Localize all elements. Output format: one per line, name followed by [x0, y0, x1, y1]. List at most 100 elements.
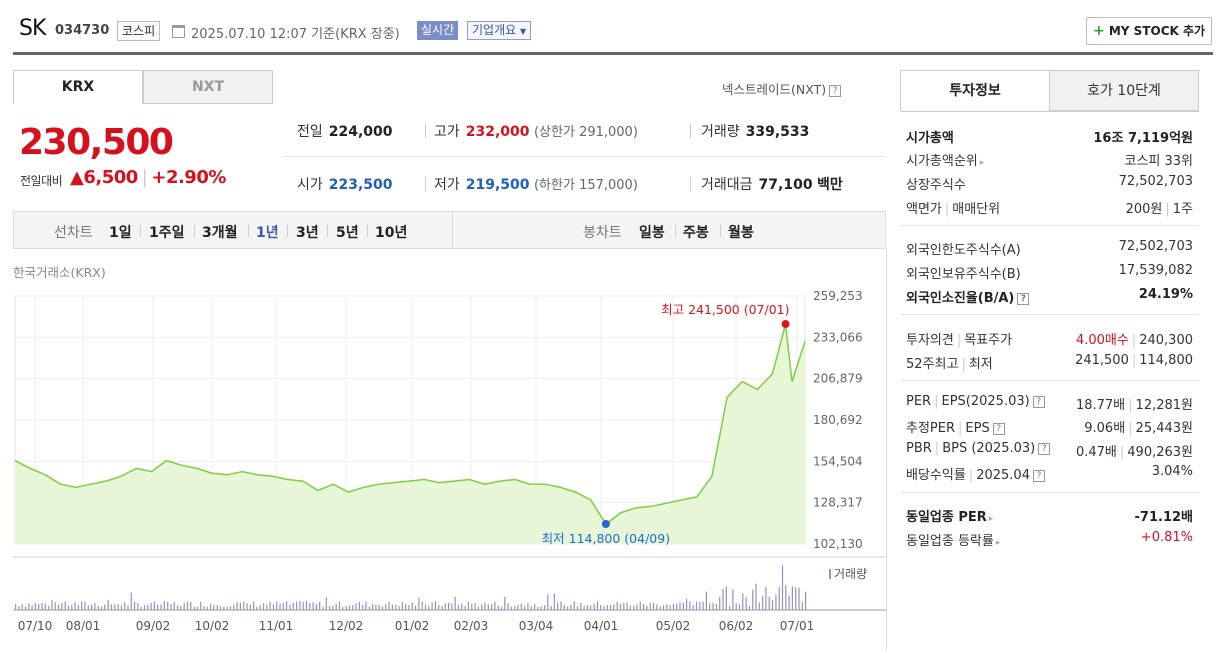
volume-bar — [742, 593, 744, 610]
volume-bar — [487, 604, 489, 610]
help-icon[interactable]: ? — [1032, 395, 1045, 408]
volume-bar — [243, 601, 245, 610]
tab-orderbook-10[interactable]: 호가 10단계 — [1049, 70, 1199, 111]
volume-bar — [481, 604, 483, 610]
range-1w[interactable]: 1주일 — [149, 225, 185, 241]
stat-high: 고가 232,000 (상한가 291,000) — [434, 124, 638, 140]
stat-low: 저가 219,500 (하한가 157,000) — [434, 177, 638, 193]
volume-bar — [540, 606, 542, 610]
range-1y[interactable]: 1년 — [256, 225, 279, 241]
volume-bar — [461, 603, 463, 610]
volume-bar — [87, 605, 89, 610]
volume-bar — [18, 606, 20, 610]
volume-bar — [352, 605, 354, 610]
x-tick-label: 09/02 — [136, 619, 171, 633]
volume-bar — [613, 604, 615, 610]
chevron-right-icon: ▸ — [979, 158, 985, 168]
volume-bar — [652, 602, 655, 610]
row-pbr-bps: PBR | BPS (2025.03)? 0.47배 | 490,263원 — [906, 441, 1193, 460]
volume-bar — [752, 589, 754, 610]
chart-period-bar: 선차트 1일 1주일 3개월 1년 3년 5년 10년 봉차트 일봉 주봉 월봉 — [13, 211, 886, 249]
volume-bar — [157, 604, 159, 610]
y-tick-label: 180,692 — [813, 413, 863, 427]
volume-bar — [61, 603, 63, 610]
x-tick-label: 02/03 — [454, 619, 489, 633]
volume-bar — [81, 601, 83, 610]
volume-bar — [130, 592, 132, 610]
volume-bar — [216, 605, 218, 610]
row-market-cap-rank[interactable]: 시가총액순위 ▸ 코스피 33위 — [906, 154, 1193, 169]
volume-bar — [21, 604, 23, 610]
row-sector-change[interactable]: 동일업종 등락률 ▸ +0.81% — [906, 530, 1193, 549]
volume-bar — [798, 587, 800, 610]
range-10y[interactable]: 10년 — [375, 225, 408, 241]
volume-bar — [424, 604, 427, 610]
x-tick-label: 03/04 — [519, 619, 554, 633]
volume-bar — [530, 606, 532, 610]
volume-bar — [451, 603, 453, 610]
volume-bar — [732, 589, 734, 610]
price-line — [14, 323, 806, 526]
candle-daily[interactable]: 일봉 — [639, 225, 665, 241]
chevron-right-icon: ▸ — [995, 538, 1001, 548]
max-point-marker — [781, 320, 790, 329]
volume-bar — [771, 600, 774, 610]
volume-bar — [431, 602, 433, 610]
candle-weekly[interactable]: 주봉 — [683, 225, 709, 241]
volume-bar — [398, 606, 400, 610]
volume-bar — [332, 606, 334, 610]
x-tick-label: 06/02 — [719, 619, 754, 633]
help-icon[interactable]: ? — [1038, 442, 1051, 455]
volume-bar — [137, 603, 139, 610]
tab-investment-info[interactable]: 투자정보 — [900, 70, 1050, 111]
volume-bar — [104, 604, 106, 610]
volume-bar — [173, 602, 175, 610]
price-chart[interactable]: 259,253 233,066 206,879 180,692 154,504 128,3… — [0, 280, 886, 651]
volume-bar — [408, 604, 410, 610]
add-my-stock-button[interactable]: + MY STOCK 추가 — [1086, 17, 1212, 45]
volume-bar — [375, 604, 377, 610]
row-sector-per[interactable]: 동일업종 PER ▸ -71.12배 — [906, 510, 1193, 525]
company-overview-dropdown[interactable]: 기업개요 ▼ — [467, 21, 532, 40]
help-icon[interactable]: ? — [1032, 469, 1045, 482]
tab-nxt[interactable]: NXT — [143, 70, 273, 104]
volume-bar — [758, 602, 760, 610]
volume-bar — [348, 605, 350, 610]
stat-open: 시가 223,500 — [297, 177, 393, 193]
volume-bar — [319, 601, 321, 610]
volume-bar — [67, 605, 70, 610]
help-icon[interactable]: ? — [992, 422, 1005, 435]
help-icon[interactable]: ? — [829, 84, 842, 97]
tab-krx[interactable]: KRX — [13, 70, 143, 104]
volume-bar — [110, 604, 113, 610]
volume-bar — [338, 601, 341, 610]
volume-bar — [167, 601, 169, 610]
volume-bar — [223, 607, 225, 610]
volume-bar — [537, 607, 539, 610]
range-5y[interactable]: 5년 — [336, 225, 359, 241]
realtime-badge[interactable]: 실시간 — [417, 21, 459, 40]
volume-bar — [309, 603, 311, 610]
panel-divider — [886, 249, 887, 651]
nextrade-link[interactable]: 넥스트레이드(NXT)? — [722, 79, 842, 98]
volume-bar — [325, 597, 327, 610]
volume-bar — [203, 606, 205, 610]
volume-bar — [282, 602, 284, 610]
volume-bar — [94, 603, 96, 610]
volume-bar — [286, 601, 288, 610]
volume-bar — [213, 604, 215, 610]
volume-bar — [421, 601, 423, 610]
volume-bar — [775, 594, 777, 610]
help-icon[interactable]: ? — [1017, 292, 1030, 305]
range-3m[interactable]: 3개월 — [202, 225, 238, 241]
range-3y[interactable]: 3년 — [296, 225, 319, 241]
volume-bar — [64, 601, 66, 610]
volume-bar — [388, 601, 390, 610]
volume-bar — [629, 605, 631, 610]
volume-bar — [765, 587, 767, 610]
y-tick-label: 102,130 — [813, 537, 863, 551]
volume-bar — [504, 596, 506, 610]
candle-monthly[interactable]: 월봉 — [728, 225, 754, 241]
volume-bar — [656, 604, 658, 610]
range-1d[interactable]: 1일 — [109, 225, 132, 241]
